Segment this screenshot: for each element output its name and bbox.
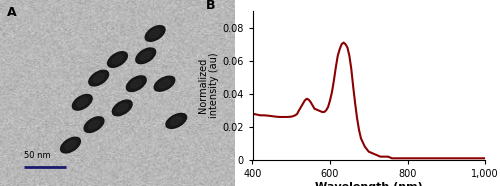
Ellipse shape bbox=[65, 141, 76, 149]
Ellipse shape bbox=[159, 80, 170, 88]
Ellipse shape bbox=[60, 137, 80, 153]
Ellipse shape bbox=[140, 52, 151, 60]
Ellipse shape bbox=[145, 26, 165, 41]
Ellipse shape bbox=[166, 113, 186, 128]
Ellipse shape bbox=[89, 70, 108, 86]
Y-axis label: Normalized
intensity (au): Normalized intensity (au) bbox=[198, 53, 219, 118]
Ellipse shape bbox=[112, 55, 123, 64]
Ellipse shape bbox=[84, 117, 104, 132]
Text: 50 nm: 50 nm bbox=[24, 151, 50, 160]
Ellipse shape bbox=[108, 52, 128, 67]
Text: A: A bbox=[7, 6, 16, 19]
Ellipse shape bbox=[170, 117, 182, 125]
Ellipse shape bbox=[150, 29, 160, 38]
Ellipse shape bbox=[112, 100, 132, 116]
Ellipse shape bbox=[126, 76, 146, 92]
Ellipse shape bbox=[136, 48, 156, 64]
Ellipse shape bbox=[88, 120, 100, 129]
Text: B: B bbox=[206, 0, 216, 12]
Ellipse shape bbox=[154, 76, 175, 91]
Ellipse shape bbox=[77, 98, 88, 107]
Ellipse shape bbox=[72, 94, 92, 110]
Ellipse shape bbox=[94, 74, 104, 82]
X-axis label: Wavelength (nm): Wavelength (nm) bbox=[315, 182, 422, 186]
Ellipse shape bbox=[117, 104, 128, 112]
Ellipse shape bbox=[131, 79, 141, 88]
